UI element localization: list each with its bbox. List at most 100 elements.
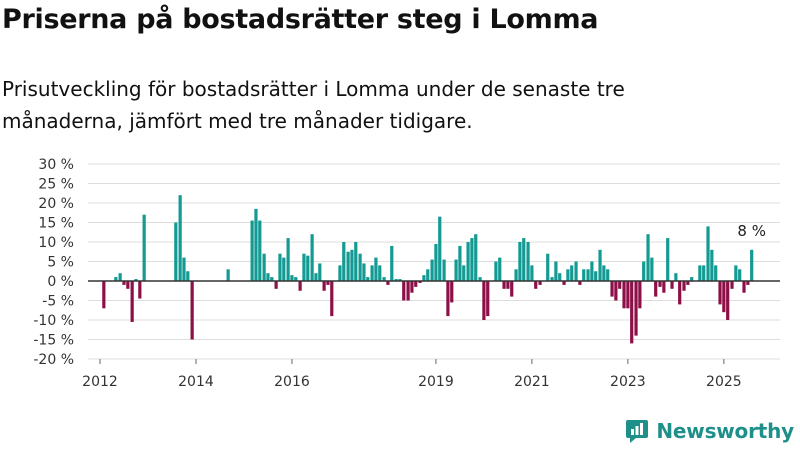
bar: [434, 243, 438, 281]
bar: [526, 242, 530, 281]
bar: [650, 257, 654, 281]
bar: [262, 253, 266, 281]
bar: [570, 265, 574, 281]
bar: [634, 281, 638, 336]
bar: [382, 277, 386, 281]
bar: [454, 259, 458, 281]
bar: [690, 277, 694, 281]
bar: [182, 257, 186, 281]
bar: [582, 269, 586, 281]
bar: [702, 265, 706, 281]
bar: [374, 257, 378, 281]
bar: [190, 281, 194, 340]
bar: [322, 281, 326, 291]
bar: [346, 251, 350, 281]
bar: [606, 269, 610, 281]
y-tick-label: 30 %: [38, 157, 74, 173]
bar: [602, 265, 606, 281]
bar: [294, 277, 298, 281]
bar: [438, 216, 442, 281]
bar: [594, 271, 598, 281]
bar: [306, 255, 310, 281]
bar: [354, 242, 358, 281]
bar: [402, 281, 406, 301]
bar: [226, 269, 230, 281]
bar: [310, 234, 314, 281]
bar: [734, 265, 738, 281]
bar: [714, 265, 718, 281]
bar: [118, 273, 122, 281]
bar: [254, 208, 258, 281]
bars: [102, 195, 754, 344]
x-tick-label: 2016: [274, 374, 310, 390]
bar: [362, 263, 366, 281]
bar: [466, 242, 470, 281]
bar: [726, 281, 730, 320]
y-tick-label: -20 %: [33, 352, 74, 368]
bar: [318, 263, 322, 281]
bar: [410, 281, 414, 293]
bar: [394, 279, 398, 281]
bar: [186, 271, 190, 281]
bar: [554, 261, 558, 281]
x-tick-label: 2012: [82, 374, 118, 390]
bar: [562, 281, 566, 285]
chart-subtitle: Prisutveckling för bostadsrätter i Lomma…: [2, 77, 625, 133]
newsworthy-logo-icon: [626, 420, 649, 443]
newsworthy-logo: Newsworthy: [624, 418, 794, 444]
bar: [378, 265, 382, 281]
bar: [458, 245, 462, 281]
bar: [670, 281, 674, 289]
x-axis: 2012 2014 2016 2019 2021 2023 2025: [82, 359, 742, 390]
bar: [282, 257, 286, 281]
x-tick-label: 2023: [610, 374, 646, 390]
bar: [722, 281, 726, 313]
bar: [486, 281, 490, 317]
y-tick-label: 10 %: [38, 235, 74, 251]
bar: [258, 220, 262, 281]
bar: [558, 273, 562, 281]
brand-name: Newsworthy: [656, 419, 794, 443]
bar: [482, 281, 486, 320]
bar: [514, 269, 518, 281]
bar: [398, 279, 402, 281]
bar: [506, 281, 510, 289]
bar: [278, 253, 282, 281]
bar: [642, 261, 646, 281]
bar: [698, 265, 702, 281]
bar: [414, 281, 418, 287]
bar: [298, 281, 302, 291]
bar: [522, 238, 526, 281]
bar: [710, 249, 714, 281]
bar: [638, 281, 642, 309]
bar: [386, 281, 390, 285]
bar: [738, 269, 742, 281]
bar: [370, 265, 374, 281]
bar: [358, 253, 362, 281]
bar: [290, 275, 294, 281]
chart-title: Priserna på bostadsrätter steg i Lomma: [2, 4, 599, 35]
bar: [446, 281, 450, 317]
bar: [498, 257, 502, 281]
bar: [622, 281, 626, 309]
bar: [610, 281, 614, 297]
bar: [366, 277, 370, 281]
gridlines: [88, 163, 780, 360]
bar: [678, 281, 682, 305]
x-tick-label: 2019: [418, 374, 454, 390]
bar: [590, 261, 594, 281]
bar: [686, 281, 690, 285]
bar: [450, 281, 454, 303]
bar: [730, 281, 734, 289]
bar: [426, 269, 430, 281]
bar: [134, 279, 138, 281]
bar: [302, 253, 306, 281]
bar: [518, 242, 522, 281]
bar: [530, 265, 534, 281]
y-tick-label: 25 %: [38, 177, 74, 193]
y-tick-label: 15 %: [38, 216, 74, 232]
bar: [718, 281, 722, 305]
bar: [578, 281, 582, 285]
bar: [750, 249, 754, 281]
x-tick-label: 2014: [178, 374, 214, 390]
